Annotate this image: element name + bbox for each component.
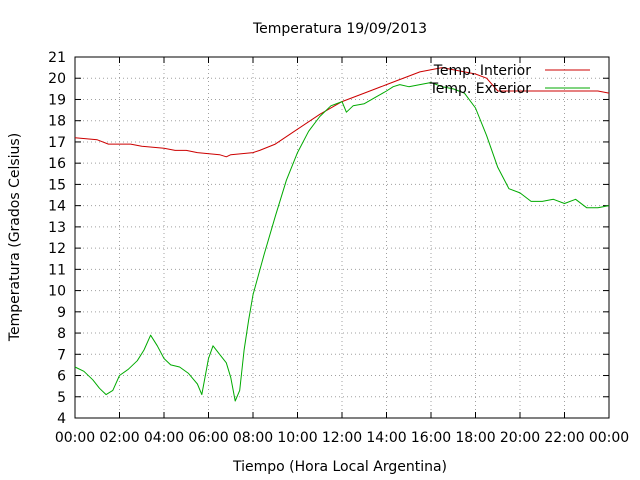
y-tick-label: 9 xyxy=(57,305,66,321)
x-tick-label: 22:00 xyxy=(544,430,584,446)
y-tick-label: 20 xyxy=(48,71,66,87)
y-tick-label: 12 xyxy=(48,241,66,257)
series-line-interior xyxy=(74,67,610,158)
x-axis-label: Tiempo (Hora Local Argentina) xyxy=(232,459,447,475)
x-tick-label: 06:00 xyxy=(188,430,228,446)
x-tick-label: 04:00 xyxy=(144,430,184,446)
x-tick-label: 20:00 xyxy=(500,430,540,446)
chart-title: Temperatura 19/09/2013 xyxy=(252,21,427,37)
series-group xyxy=(74,67,610,402)
grid xyxy=(75,57,609,418)
y-tick-label: 21 xyxy=(48,50,66,66)
y-tick-label: 19 xyxy=(48,92,66,108)
y-tick-label: 10 xyxy=(48,284,66,300)
y-tick-label: 11 xyxy=(48,262,66,278)
y-tick-label: 6 xyxy=(57,369,66,385)
x-tick-label: 18:00 xyxy=(455,430,495,446)
y-tick-label: 5 xyxy=(57,390,66,406)
y-tick-label: 15 xyxy=(48,177,66,193)
y-tick-label: 16 xyxy=(48,156,66,172)
legend-label-exterior: Temp. Exterior xyxy=(429,81,532,97)
legend: Temp. Interior Temp. Exterior xyxy=(429,63,590,97)
x-tick-label: 00:00 xyxy=(55,430,95,446)
y-tick-label: 18 xyxy=(48,114,66,130)
y-tick-label: 8 xyxy=(57,326,66,342)
y-tick-label: 13 xyxy=(48,220,66,236)
ticks: 00:00 02:00 04:00 06:00 08:00 10:00 12:00 14:00… xyxy=(48,50,629,446)
y-tick-label: 17 xyxy=(48,135,66,151)
x-tick-label: 00:00 xyxy=(589,430,629,446)
y-tick-label: 14 xyxy=(48,199,66,215)
x-tick-label: 08:00 xyxy=(233,430,273,446)
x-tick-label: 10:00 xyxy=(277,430,317,446)
y-tick-label: 4 xyxy=(57,411,66,427)
legend-label-interior: Temp. Interior xyxy=(433,63,532,79)
y-tick-label: 7 xyxy=(57,347,66,363)
series-line-exterior xyxy=(74,82,610,402)
y-axis-label: Temperatura (Grados Celsius) xyxy=(7,133,23,342)
x-tick-label: 16:00 xyxy=(411,430,451,446)
x-tick-label: 14:00 xyxy=(366,430,406,446)
x-tick-label: 02:00 xyxy=(99,430,139,446)
x-tick-label: 12:00 xyxy=(322,430,362,446)
